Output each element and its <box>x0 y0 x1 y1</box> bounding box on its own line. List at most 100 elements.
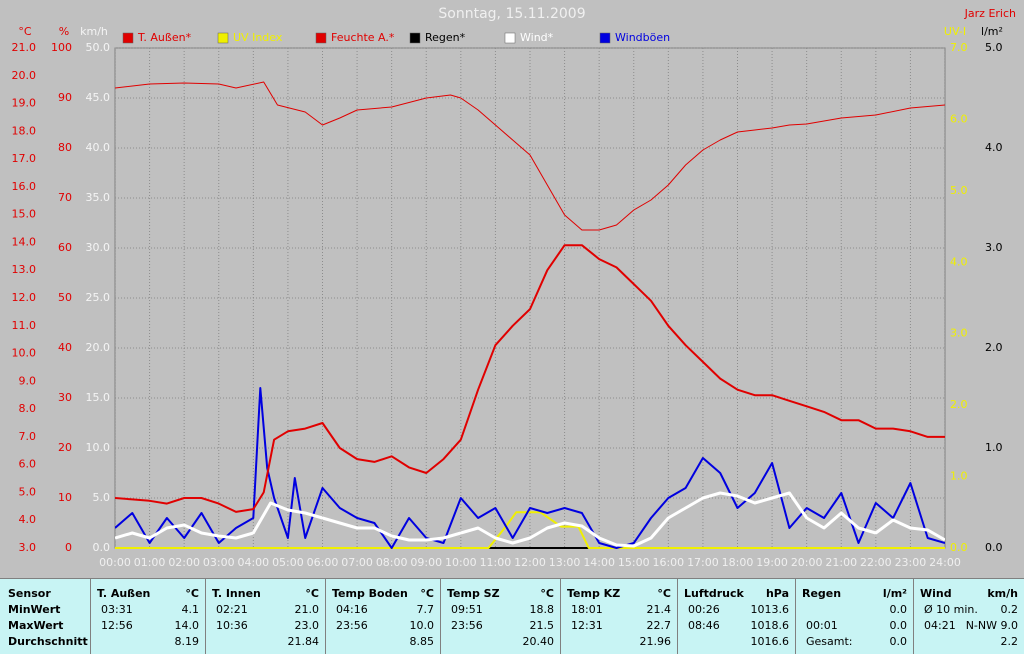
group-unit: km/h <box>987 587 1018 600</box>
legend-swatch <box>217 32 229 44</box>
value: 10.0 <box>409 619 435 632</box>
value: 1018.6 <box>750 619 790 632</box>
y-axis-title: % <box>59 25 69 38</box>
y-tick-label: 15.0 <box>12 208 37 221</box>
y-tick-label: 1.0 <box>985 441 1003 454</box>
x-tick-label: 20:00 <box>791 556 823 569</box>
value: 1016.6 <box>750 635 790 648</box>
time: 00:26 <box>688 603 720 616</box>
y-axis-title: km/h <box>80 25 108 38</box>
legend-label: Regen* <box>425 31 466 44</box>
x-tick-label: 00:00 <box>99 556 131 569</box>
x-tick-label: 02:00 <box>168 556 200 569</box>
group-name: Regen <box>802 587 842 600</box>
y-tick-label: 0 <box>65 541 72 554</box>
column: Wind km/h Ø 10 min. 0.2 04:21 N-NW 9.0 2.2 <box>914 579 1024 654</box>
y-tick-label: 7.0 <box>19 430 37 443</box>
time: 12:31 <box>571 619 603 632</box>
y-tick-label: 3.0 <box>950 327 968 340</box>
legend-label: Windböen <box>615 31 670 44</box>
y-tick-label: 9.0 <box>19 374 37 387</box>
time: 23:56 <box>451 619 483 632</box>
value: 0.0 <box>889 619 908 632</box>
y-tick-label: 6.0 <box>950 112 968 125</box>
x-tick-label: 07:00 <box>341 556 373 569</box>
y-tick-label: 0.0 <box>985 541 1003 554</box>
y-tick-label: 90 <box>58 91 72 104</box>
x-tick-label: 04:00 <box>237 556 269 569</box>
row-label: Durchschnitt <box>8 635 88 648</box>
time: 18:01 <box>571 603 603 616</box>
y-tick-label: 20.0 <box>86 341 111 354</box>
y-axis-title: l/m² <box>981 25 1003 38</box>
value: 22.7 <box>646 619 672 632</box>
y-tick-label: 10.0 <box>12 347 37 360</box>
value: 20.40 <box>522 635 555 648</box>
x-tick-label: 15:00 <box>618 556 650 569</box>
group-name: Wind <box>920 587 952 600</box>
y-tick-label: 16.0 <box>12 180 37 193</box>
y-tick-label: 60 <box>58 241 72 254</box>
y-tick-label: 4.0 <box>985 141 1003 154</box>
y-tick-label: 19.0 <box>12 97 37 110</box>
x-tick-label: 17:00 <box>687 556 719 569</box>
time: 00:01 <box>806 619 838 632</box>
value: 21.84 <box>287 635 320 648</box>
chart: Sonntag, 15.11.2009 Jarz Erich 00:00 01:0… <box>12 6 1017 569</box>
value: 1013.6 <box>750 603 790 616</box>
y-tick-label: 5.0 <box>950 184 968 197</box>
value: 0.2 <box>1000 603 1019 616</box>
group-name: Luftdruck <box>684 587 744 600</box>
legend-label: T. Außen* <box>137 31 192 44</box>
y-tick-label: 20 <box>58 441 72 454</box>
time: 08:46 <box>688 619 720 632</box>
value: 21.0 <box>294 603 320 616</box>
y-tick-label: 14.0 <box>12 235 37 248</box>
y-tick-label: 6.0 <box>19 458 37 471</box>
group-unit: °C <box>540 587 554 600</box>
x-tick-label: 03:00 <box>203 556 235 569</box>
value: 18.8 <box>529 603 555 616</box>
legend-swatch <box>599 32 611 44</box>
row-label: MaxWert <box>8 619 64 632</box>
value: 7.7 <box>416 603 435 616</box>
y-tick-label: 30 <box>58 391 72 404</box>
value: 0.0 <box>889 603 908 616</box>
y-tick-label: 30.0 <box>86 241 111 254</box>
legend-label: Feuchte A.* <box>331 31 395 44</box>
row-label: Sensor <box>8 587 51 600</box>
x-tick-label: 19:00 <box>756 556 788 569</box>
y-tick-label: 0.0 <box>93 541 111 554</box>
x-tick-label: 22:00 <box>860 556 892 569</box>
column: Sensor MinWert MaxWert Durchschnitt <box>0 579 91 654</box>
legend-swatch <box>504 32 516 44</box>
y-tick-label: 4.0 <box>19 513 37 526</box>
series-line <box>115 244 945 513</box>
chart-title: Sonntag, 15.11.2009 <box>438 6 585 22</box>
value: 2.2 <box>1000 635 1019 648</box>
legend-label: UV Index <box>233 31 283 44</box>
y-tick-label: 2.0 <box>985 341 1003 354</box>
time: 12:56 <box>101 619 133 632</box>
column: Regen l/m² 0.0 00:01 0.0 Gesamt: 0.0 <box>796 579 914 654</box>
value: 4.1 <box>181 603 200 616</box>
group-unit: hPa <box>765 587 789 600</box>
x-tick-label: 21:00 <box>825 556 857 569</box>
legend-swatch <box>122 32 134 44</box>
group-unit: °C <box>420 587 434 600</box>
column: Temp Boden °C 04:16 7.7 23:56 10.0 8.85 <box>326 579 441 654</box>
value: 0.0 <box>889 635 908 648</box>
time: 23:56 <box>336 619 368 632</box>
x-tick-label: 09:00 <box>410 556 442 569</box>
row-label: MinWert <box>8 603 61 616</box>
group-name: Temp SZ <box>447 587 500 600</box>
y-tick-label: 21.0 <box>12 41 37 54</box>
legend-label: Wind* <box>520 31 554 44</box>
value: 23.0 <box>294 619 320 632</box>
column: T. Innen °C 02:21 21.0 10:36 23.0 21.84 <box>206 579 326 654</box>
series-line <box>115 387 945 549</box>
y-tick-label: 25.0 <box>86 291 111 304</box>
group-unit: °C <box>305 587 319 600</box>
value: N-NW 9.0 <box>965 619 1018 632</box>
